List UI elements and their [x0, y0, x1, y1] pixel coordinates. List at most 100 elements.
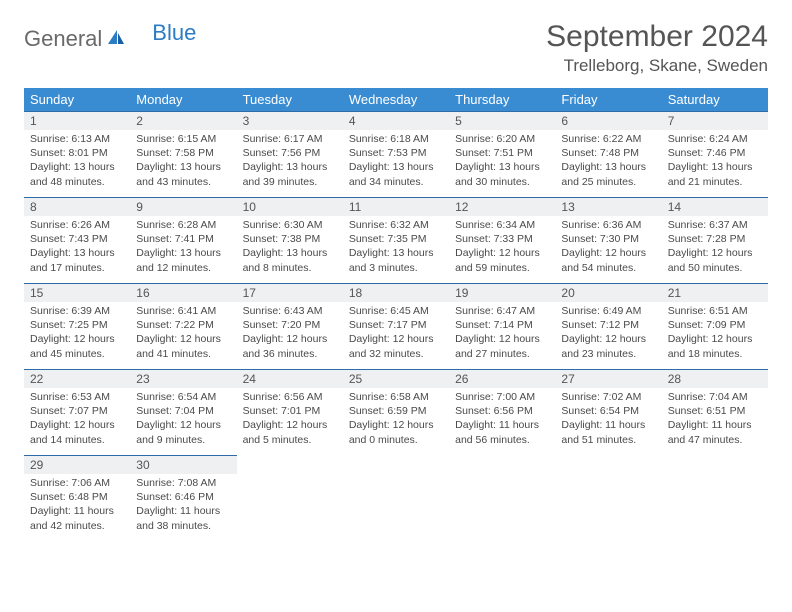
title-block: September 2024 Trelleborg, Skane, Sweden [546, 20, 768, 76]
day-d2: and 41 minutes. [136, 347, 230, 361]
day-d1: Daylight: 11 hours [561, 418, 655, 432]
day-sr: Sunrise: 6:17 AM [243, 132, 337, 146]
calendar-day-cell: 18Sunrise: 6:45 AMSunset: 7:17 PMDayligh… [343, 284, 449, 370]
day-body: Sunrise: 6:43 AMSunset: 7:20 PMDaylight:… [237, 302, 343, 365]
logo-sail-icon [106, 26, 126, 52]
day-d2: and 42 minutes. [30, 519, 124, 533]
day-number: 1 [24, 112, 130, 130]
calendar-day-cell: 11Sunrise: 6:32 AMSunset: 7:35 PMDayligh… [343, 198, 449, 284]
day-ss: Sunset: 7:41 PM [136, 232, 230, 246]
day-sr: Sunrise: 6:18 AM [349, 132, 443, 146]
day-sr: Sunrise: 6:34 AM [455, 218, 549, 232]
day-sr: Sunrise: 6:24 AM [668, 132, 762, 146]
day-d1: Daylight: 12 hours [668, 246, 762, 260]
day-sr: Sunrise: 6:22 AM [561, 132, 655, 146]
day-header-fri: Friday [555, 88, 661, 112]
day-body: Sunrise: 6:51 AMSunset: 7:09 PMDaylight:… [662, 302, 768, 365]
day-d1: Daylight: 12 hours [243, 332, 337, 346]
day-header-sun: Sunday [24, 88, 130, 112]
day-ss: Sunset: 7:20 PM [243, 318, 337, 332]
day-body: Sunrise: 6:13 AMSunset: 8:01 PMDaylight:… [24, 130, 130, 193]
day-ss: Sunset: 6:48 PM [30, 490, 124, 504]
calendar-day-cell: 26Sunrise: 7:00 AMSunset: 6:56 PMDayligh… [449, 370, 555, 456]
day-body: Sunrise: 6:30 AMSunset: 7:38 PMDaylight:… [237, 216, 343, 279]
day-body: Sunrise: 6:24 AMSunset: 7:46 PMDaylight:… [662, 130, 768, 193]
day-number: 9 [130, 198, 236, 216]
day-sr: Sunrise: 6:43 AM [243, 304, 337, 318]
day-d2: and 30 minutes. [455, 175, 549, 189]
day-ss: Sunset: 7:14 PM [455, 318, 549, 332]
calendar-day-cell: 7Sunrise: 6:24 AMSunset: 7:46 PMDaylight… [662, 112, 768, 198]
calendar-empty-cell [555, 456, 661, 542]
calendar-day-cell: 27Sunrise: 7:02 AMSunset: 6:54 PMDayligh… [555, 370, 661, 456]
day-number: 8 [24, 198, 130, 216]
day-d1: Daylight: 13 hours [30, 246, 124, 260]
calendar-empty-cell [237, 456, 343, 542]
day-d2: and 50 minutes. [668, 261, 762, 275]
calendar-day-cell: 16Sunrise: 6:41 AMSunset: 7:22 PMDayligh… [130, 284, 236, 370]
calendar-day-cell: 14Sunrise: 6:37 AMSunset: 7:28 PMDayligh… [662, 198, 768, 284]
day-d1: Daylight: 13 hours [243, 160, 337, 174]
day-d1: Daylight: 13 hours [30, 160, 124, 174]
day-body: Sunrise: 6:41 AMSunset: 7:22 PMDaylight:… [130, 302, 236, 365]
day-ss: Sunset: 7:22 PM [136, 318, 230, 332]
calendar-day-cell: 1Sunrise: 6:13 AMSunset: 8:01 PMDaylight… [24, 112, 130, 198]
calendar-week-row: 1Sunrise: 6:13 AMSunset: 8:01 PMDaylight… [24, 112, 768, 198]
day-number: 18 [343, 284, 449, 302]
calendar-table: Sunday Monday Tuesday Wednesday Thursday… [24, 88, 768, 542]
day-body: Sunrise: 6:54 AMSunset: 7:04 PMDaylight:… [130, 388, 236, 451]
day-d1: Daylight: 12 hours [30, 332, 124, 346]
day-d1: Daylight: 12 hours [561, 246, 655, 260]
day-number: 14 [662, 198, 768, 216]
day-sr: Sunrise: 7:08 AM [136, 476, 230, 490]
day-ss: Sunset: 6:59 PM [349, 404, 443, 418]
day-ss: Sunset: 7:56 PM [243, 146, 337, 160]
day-number: 16 [130, 284, 236, 302]
day-d2: and 3 minutes. [349, 261, 443, 275]
month-title: September 2024 [546, 20, 768, 54]
day-d2: and 59 minutes. [455, 261, 549, 275]
logo-text-blue: Blue [152, 20, 196, 46]
day-d2: and 56 minutes. [455, 433, 549, 447]
day-body: Sunrise: 6:34 AMSunset: 7:33 PMDaylight:… [449, 216, 555, 279]
day-body: Sunrise: 6:17 AMSunset: 7:56 PMDaylight:… [237, 130, 343, 193]
day-sr: Sunrise: 6:13 AM [30, 132, 124, 146]
day-number: 30 [130, 456, 236, 474]
day-header-thu: Thursday [449, 88, 555, 112]
day-sr: Sunrise: 6:37 AM [668, 218, 762, 232]
day-body: Sunrise: 6:22 AMSunset: 7:48 PMDaylight:… [555, 130, 661, 193]
day-body: Sunrise: 6:26 AMSunset: 7:43 PMDaylight:… [24, 216, 130, 279]
calendar-week-row: 22Sunrise: 6:53 AMSunset: 7:07 PMDayligh… [24, 370, 768, 456]
day-d2: and 54 minutes. [561, 261, 655, 275]
day-number: 28 [662, 370, 768, 388]
calendar-day-cell: 9Sunrise: 6:28 AMSunset: 7:41 PMDaylight… [130, 198, 236, 284]
day-d1: Daylight: 12 hours [349, 418, 443, 432]
calendar-day-cell: 6Sunrise: 6:22 AMSunset: 7:48 PMDaylight… [555, 112, 661, 198]
day-d2: and 21 minutes. [668, 175, 762, 189]
day-number: 3 [237, 112, 343, 130]
day-sr: Sunrise: 6:53 AM [30, 390, 124, 404]
header: General Blue September 2024 Trelleborg, … [24, 20, 768, 76]
day-ss: Sunset: 6:54 PM [561, 404, 655, 418]
day-d1: Daylight: 12 hours [561, 332, 655, 346]
day-d1: Daylight: 12 hours [136, 332, 230, 346]
day-d2: and 12 minutes. [136, 261, 230, 275]
day-sr: Sunrise: 6:20 AM [455, 132, 549, 146]
day-ss: Sunset: 7:38 PM [243, 232, 337, 246]
day-body: Sunrise: 6:37 AMSunset: 7:28 PMDaylight:… [662, 216, 768, 279]
day-sr: Sunrise: 7:00 AM [455, 390, 549, 404]
day-header-sat: Saturday [662, 88, 768, 112]
logo: General Blue [24, 20, 196, 52]
day-d1: Daylight: 13 hours [349, 246, 443, 260]
calendar-day-cell: 2Sunrise: 6:15 AMSunset: 7:58 PMDaylight… [130, 112, 236, 198]
calendar-week-row: 29Sunrise: 7:06 AMSunset: 6:48 PMDayligh… [24, 456, 768, 542]
day-number: 13 [555, 198, 661, 216]
calendar-day-cell: 19Sunrise: 6:47 AMSunset: 7:14 PMDayligh… [449, 284, 555, 370]
calendar-day-cell: 30Sunrise: 7:08 AMSunset: 6:46 PMDayligh… [130, 456, 236, 542]
day-ss: Sunset: 7:35 PM [349, 232, 443, 246]
day-body: Sunrise: 6:49 AMSunset: 7:12 PMDaylight:… [555, 302, 661, 365]
day-ss: Sunset: 7:28 PM [668, 232, 762, 246]
calendar-day-cell: 29Sunrise: 7:06 AMSunset: 6:48 PMDayligh… [24, 456, 130, 542]
day-sr: Sunrise: 6:36 AM [561, 218, 655, 232]
day-d2: and 17 minutes. [30, 261, 124, 275]
